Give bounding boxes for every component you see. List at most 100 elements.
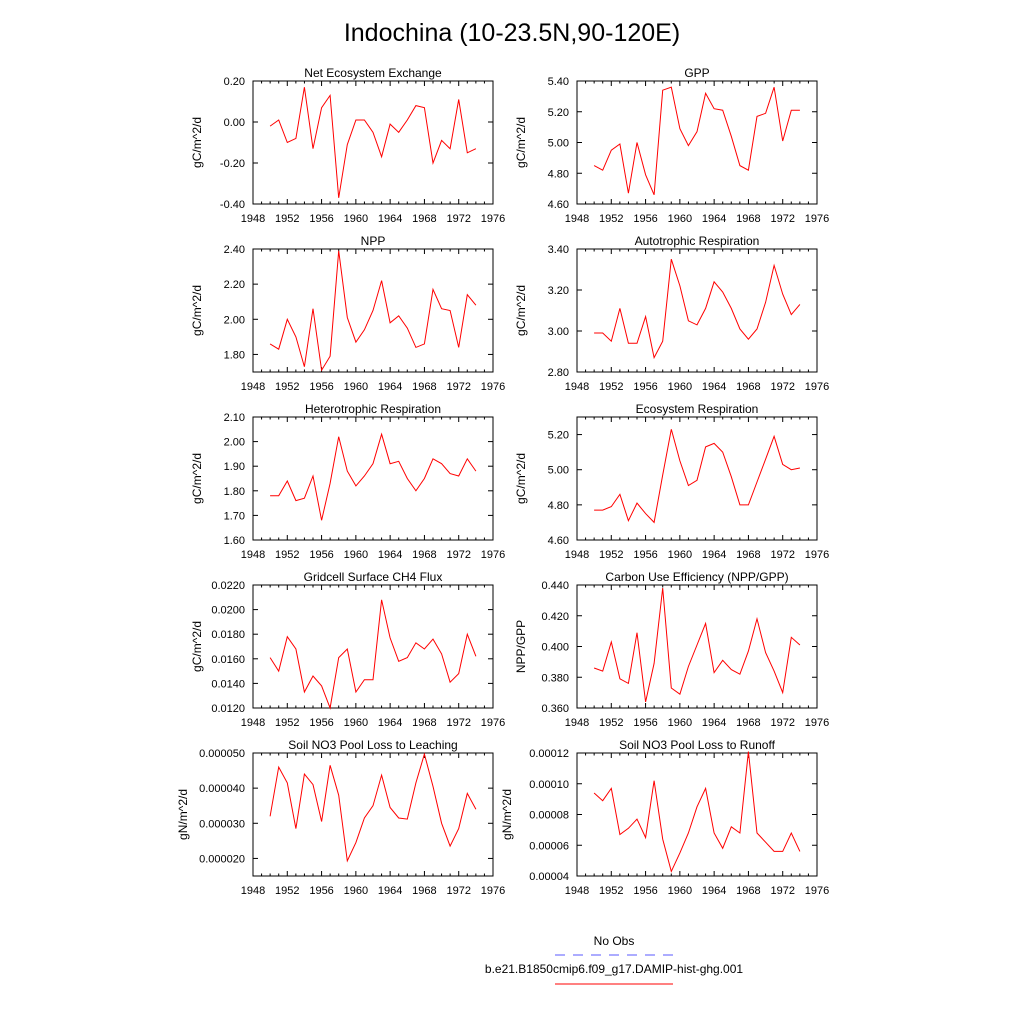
x-tick-label: 1976 [481,885,505,897]
x-tick-label: 1968 [412,381,436,393]
x-tick-label: 1952 [599,213,623,225]
y-tick-label: 5.00 [548,138,569,150]
x-tick-label: 1964 [378,213,402,225]
chart-panel: GPP 1948 1952 1956 1960 1964 1968 1972 1976 5.40 5… [514,66,829,225]
y-tick-label: 5.00 [548,465,569,477]
y-axis-label: gC/m^2/d [514,453,528,504]
y-tick-label: 2.80 [548,367,569,379]
legend-label-model: b.e21.B1850cmip6.f09_g17.DAMIP-hist-ghg.… [485,962,743,976]
x-tick-label: 1976 [805,549,829,561]
x-tick-label: 1964 [378,549,402,561]
series-line [269,250,477,372]
y-axis-label: gN/m^2/d [500,789,514,840]
x-tick-label: 1948 [565,549,589,561]
x-tick-label: 1956 [633,213,657,225]
x-tick-label: 1964 [702,717,726,729]
y-tick-label: 0.00 [224,117,245,129]
y-axis-label: gC/m^2/d [190,621,204,672]
legend: No Obs b.e21.B1850cmip6.f09_g17.DAMIP-hi… [485,934,743,985]
x-tick-label: 1972 [446,213,470,225]
y-tick-label: 1.90 [224,461,245,473]
x-tick-label: 1960 [668,381,692,393]
y-tick-label: 0.00012 [529,748,569,760]
y-tick-label: 1.70 [224,510,245,522]
x-tick-label: 1948 [565,885,589,897]
series-line [593,86,800,195]
x-tick-label: 1960 [344,213,368,225]
x-tick-label: 1956 [309,717,333,729]
x-tick-label: 1968 [412,717,436,729]
x-tick-label: 1972 [446,717,470,729]
chart-panel: Autotrophic Respiration 1948 1952 1956 1960 1… [514,234,829,393]
chart-panel: Ecosystem Respiration 1948 1952 1956 1960 196… [514,402,829,561]
chart-title: Heterotrophic Respiration [305,402,441,416]
x-tick-label: 1948 [241,213,265,225]
x-tick-label: 1960 [668,885,692,897]
chart-title: Soil NO3 Pool Loss to Leaching [288,738,457,752]
x-tick-label: 1968 [736,549,760,561]
y-tick-label: 4.80 [548,500,569,512]
x-tick-label: 1956 [309,213,333,225]
y-tick-label: 0.0180 [211,629,245,641]
x-tick-label: 1952 [599,549,623,561]
x-tick-label: 1956 [633,549,657,561]
x-tick-label: 1960 [668,717,692,729]
chart-panel: Carbon Use Efficiency (NPP/GPP) 1948 1952 1… [514,570,829,729]
y-tick-label: 0.00006 [529,840,569,852]
x-tick-label: 1948 [241,885,265,897]
x-tick-label: 1972 [446,885,470,897]
y-tick-label: 0.00010 [529,779,569,791]
x-tick-label: 1960 [344,885,368,897]
x-tick-label: 1952 [275,381,299,393]
y-tick-label: 5.40 [548,76,569,88]
y-tick-label: 1.80 [224,486,245,498]
x-tick-label: 1972 [446,549,470,561]
chart-panel: Soil NO3 Pool Loss to Runoff 1948 1952 1956… [500,738,829,897]
y-axis-label: gC/m^2/d [190,453,204,504]
series-line [593,588,801,703]
chart-panel: Soil NO3 Pool Loss to Leaching 1948 1952 19… [176,738,505,897]
x-tick-label: 1948 [565,717,589,729]
x-tick-label: 1972 [770,717,794,729]
y-tick-label: 0.000050 [199,748,245,760]
y-tick-label: 5.20 [548,107,569,119]
series-line [593,751,801,873]
x-tick-label: 1964 [378,381,402,393]
x-tick-label: 1968 [736,213,760,225]
plot-frame [576,248,818,373]
y-tick-label: 1.60 [224,535,245,547]
x-tick-label: 1952 [599,381,623,393]
x-tick-label: 1972 [770,381,794,393]
chart-title: Net Ecosystem Exchange [304,66,442,80]
y-tick-label: 4.80 [548,168,569,180]
y-axis-label: gC/m^2/d [190,117,204,168]
x-tick-label: 1976 [805,381,829,393]
y-axis-label: gC/m^2/d [514,285,528,336]
panel-grid: Net Ecosystem Exchange 1948 1952 1956 1960 19… [176,66,829,897]
x-tick-label: 1952 [599,717,623,729]
legend-label-obs: No Obs [594,934,635,948]
x-tick-label: 1956 [309,549,333,561]
x-tick-label: 1952 [275,717,299,729]
x-tick-label: 1964 [702,885,726,897]
y-tick-label: 0.360 [541,703,569,715]
x-tick-label: 1968 [412,885,436,897]
chart-panel: Heterotrophic Respiration 1948 1952 1956 196… [190,402,505,561]
y-tick-label: 0.440 [541,580,569,592]
y-tick-label: 2.20 [224,279,245,291]
plot-frame [576,80,818,205]
x-tick-label: 1976 [805,717,829,729]
series-line [594,429,800,524]
x-tick-label: 1952 [599,885,623,897]
x-tick-label: 1976 [481,381,505,393]
y-tick-label: 3.40 [548,244,569,256]
x-tick-label: 1964 [378,717,402,729]
y-tick-label: 0.000020 [199,853,245,865]
y-tick-label: -0.40 [220,199,245,211]
chart-title: Autotrophic Respiration [635,234,760,248]
series-line [269,87,477,198]
plot-frame [252,752,494,877]
x-tick-label: 1956 [633,381,657,393]
x-tick-label: 1948 [241,717,265,729]
x-tick-label: 1976 [805,213,829,225]
